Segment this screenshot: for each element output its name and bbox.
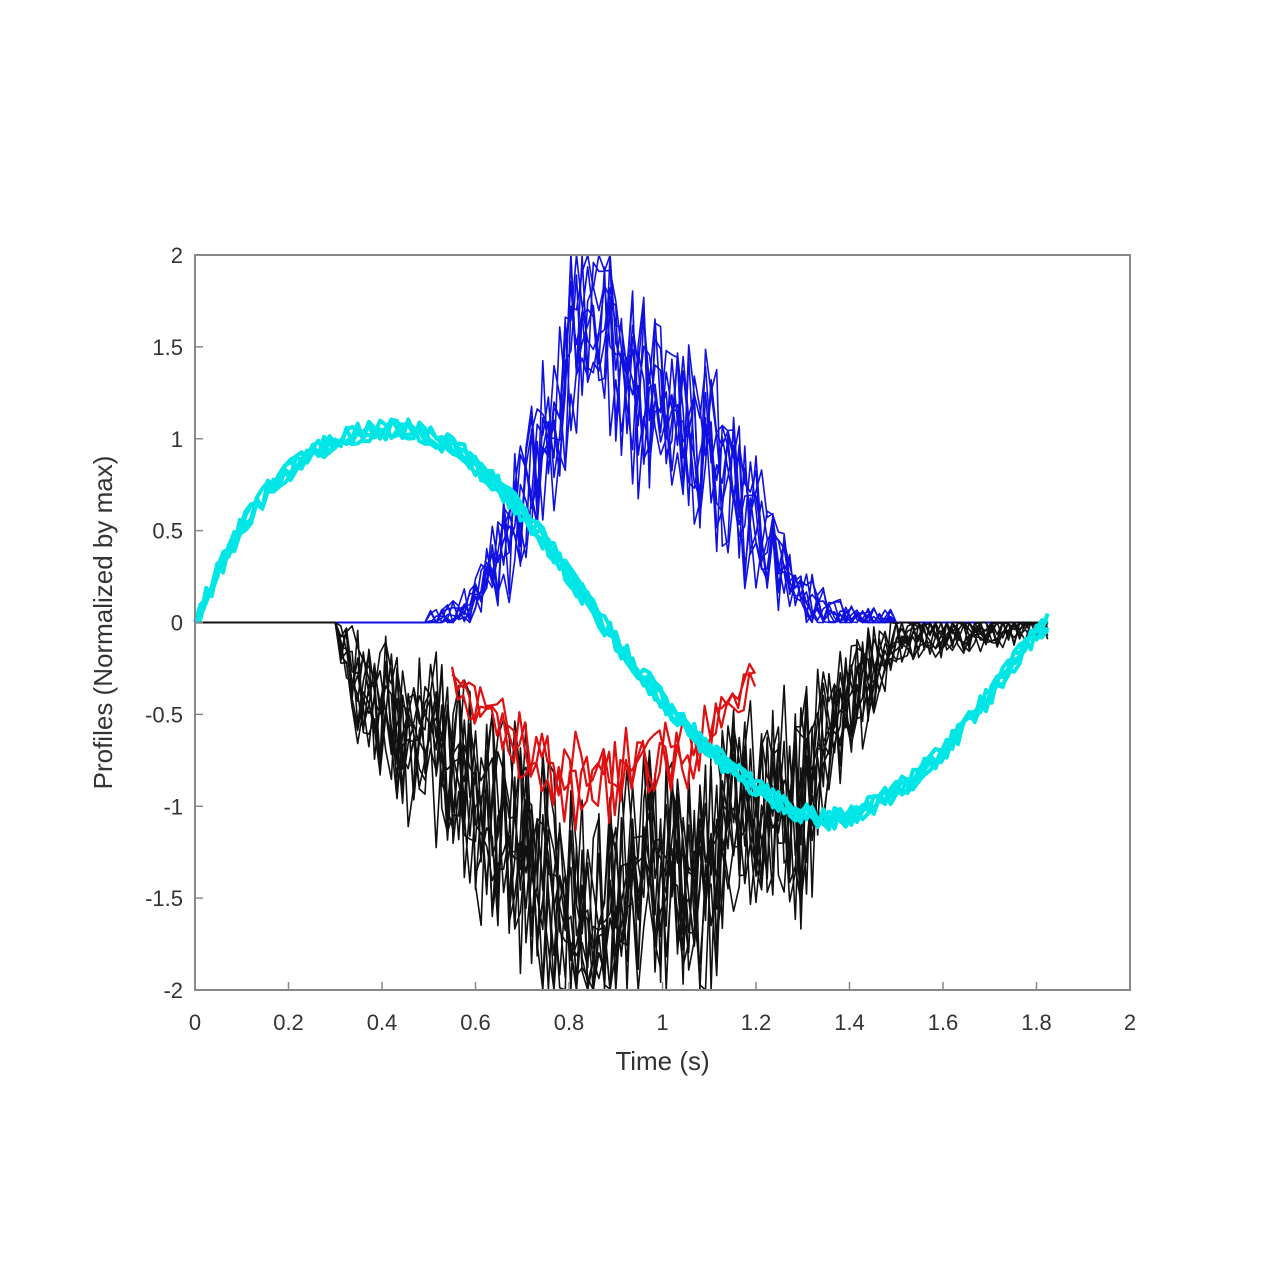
y-tick-label: -2: [163, 978, 183, 1003]
x-tick-label: 1.6: [928, 1010, 959, 1035]
x-tick-label: 1.2: [741, 1010, 772, 1035]
x-tick-label: 2: [1124, 1010, 1136, 1035]
ticks-layer: 0 0.2 0.4 0.6 0.8 1 1.2 1.4 1.6 1.8 2 -2 -1.5 -1 -0.5 0…: [145, 243, 1136, 1035]
y-tick-label: 0.5: [152, 519, 183, 544]
black-series-line: [195, 621, 1049, 991]
cyan-series-line: [193, 417, 1049, 829]
y-axis-label: Profiles (Normalized by max): [88, 456, 118, 790]
red-series-line: [451, 667, 757, 807]
black-series-line: [195, 621, 1048, 991]
y-tick-label: 2: [171, 243, 183, 268]
x-tick-label: 0.8: [554, 1010, 585, 1035]
x-axis-label: Time (s): [615, 1046, 709, 1076]
x-tick-label: 0: [189, 1010, 201, 1035]
series-layer: [193, 254, 1050, 991]
x-tick-label: 1: [656, 1010, 668, 1035]
cyan-series-line: [193, 419, 1048, 831]
x-tick-label: 1.8: [1021, 1010, 1052, 1035]
y-tick-label: 1: [171, 427, 183, 452]
y-tick-label: -1.5: [145, 886, 183, 911]
x-tick-label: 0.4: [367, 1010, 398, 1035]
y-tick-label: -0.5: [145, 702, 183, 727]
y-tick-label: 0: [171, 611, 183, 636]
x-tick-label: 0.6: [460, 1010, 491, 1035]
y-tick-label: -1: [163, 794, 183, 819]
y-tick-label: 1.5: [152, 335, 183, 360]
x-tick-label: 1.4: [834, 1010, 865, 1035]
x-tick-label: 0.2: [273, 1010, 304, 1035]
